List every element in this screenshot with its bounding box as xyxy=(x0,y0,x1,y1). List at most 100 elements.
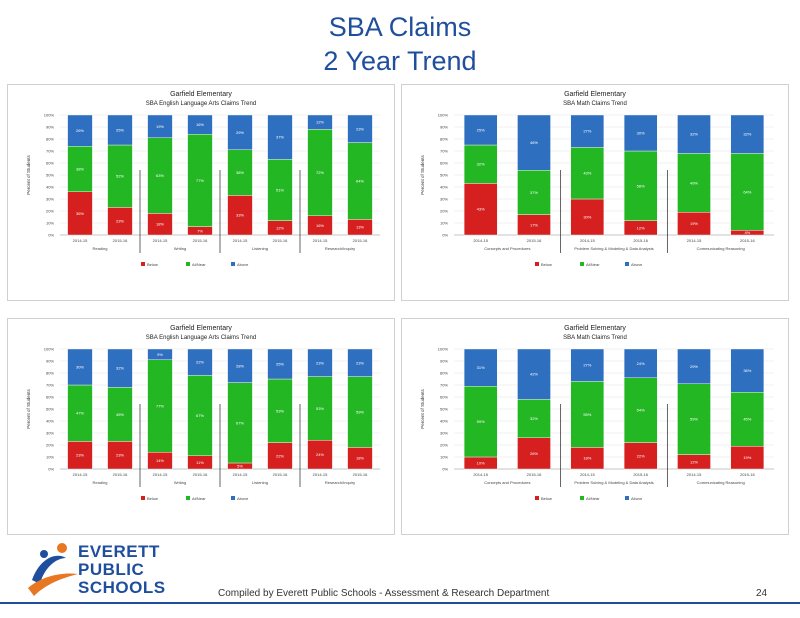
y-tick-label: 30% xyxy=(440,431,448,436)
y-tick-label: 100% xyxy=(438,113,449,118)
bar-at-near xyxy=(267,378,293,443)
bar-value-label: 23% xyxy=(116,453,124,458)
chart-title: Garfield Elementary xyxy=(170,91,232,98)
bar-value-label: 32% xyxy=(477,162,485,167)
bar-above xyxy=(730,114,765,154)
bar-value-label: 19% xyxy=(690,221,698,226)
y-tick-label: 60% xyxy=(440,395,448,400)
bar-value-label: 22% xyxy=(637,453,645,458)
y-tick-label: 0% xyxy=(442,467,448,472)
bar-above xyxy=(347,348,373,377)
bar-at-near xyxy=(307,129,333,217)
bar-value-label: 29% xyxy=(690,364,698,369)
y-tick-label: 80% xyxy=(46,137,54,142)
y-tick-label: 20% xyxy=(46,209,54,214)
legend-swatch xyxy=(625,496,629,500)
legend-label: Above xyxy=(631,262,643,267)
chart-panel-math-1: Garfield Elementary SBA Math Claims Trend… xyxy=(401,84,789,301)
x-tick-label: 2014-15 xyxy=(153,238,168,243)
legend-label: Below xyxy=(541,262,552,267)
bar-value-label: 23% xyxy=(116,219,124,224)
y-tick-label: 40% xyxy=(46,419,54,424)
bar-value-label: 27% xyxy=(583,129,591,134)
legend-label: Below xyxy=(147,262,158,267)
bar-value-label: 54% xyxy=(637,408,645,413)
bar-above xyxy=(623,348,658,378)
y-tick-label: 10% xyxy=(440,455,448,460)
group-label: Research/Inquiry xyxy=(325,480,355,485)
group-label: Problem Solving & Modeling & Data Analys… xyxy=(574,246,653,251)
legend-swatch xyxy=(231,496,235,500)
x-tick-label: 2014-15 xyxy=(473,472,488,477)
y-tick-label: 30% xyxy=(46,197,54,202)
bar-value-label: 19% xyxy=(743,455,751,460)
y-tick-label: 80% xyxy=(440,371,448,376)
y-tick-label: 80% xyxy=(46,371,54,376)
bar-above xyxy=(517,114,551,171)
bar-value-label: 63% xyxy=(156,173,164,178)
bar-value-label: 38% xyxy=(236,170,244,175)
bar-at-near xyxy=(463,144,498,184)
chart-title: Garfield Elementary xyxy=(564,325,626,332)
x-tick-label: 2015-16 xyxy=(193,472,208,477)
bar-above xyxy=(677,348,711,384)
bar-value-label: 52% xyxy=(116,174,124,179)
x-tick-label: 2015-16 xyxy=(740,238,755,243)
legend-label: Above xyxy=(237,262,249,267)
x-tick-label: 2015-16 xyxy=(113,472,128,477)
logo-text: EVERETT PUBLIC SCHOOLS xyxy=(78,542,166,597)
bar-value-label: 49% xyxy=(690,180,698,185)
bar-value-label: 18% xyxy=(156,222,164,227)
bar-value-label: 5% xyxy=(237,464,243,469)
legend-label: At/Near xyxy=(586,496,600,501)
x-tick-label: 2014-15 xyxy=(313,472,328,477)
bar-value-label: 28% xyxy=(236,363,244,368)
bar-above xyxy=(463,114,498,146)
chart-subtitle: SBA Math Claims Trend xyxy=(563,335,627,341)
bar-above xyxy=(267,114,293,160)
bar-value-label: 58% xyxy=(637,183,645,188)
legend-swatch xyxy=(141,496,145,500)
bar-below xyxy=(227,195,253,236)
bar-value-label: 77% xyxy=(196,178,204,183)
bar-above xyxy=(570,348,605,382)
group-label: Listening xyxy=(252,246,268,251)
bar-value-label: 30% xyxy=(583,215,591,220)
bar-value-label: 47% xyxy=(76,411,84,416)
bar-value-label: 64% xyxy=(743,189,751,194)
bar-value-label: 11% xyxy=(196,460,204,465)
bar-value-label: 17% xyxy=(530,222,538,227)
x-tick-label: 2015-16 xyxy=(273,472,288,477)
footer-credit: Compiled by Everett Public Schools - Ass… xyxy=(218,588,550,599)
y-axis-label: Percent of Students xyxy=(26,154,31,194)
legend-swatch xyxy=(535,496,539,500)
bar-at-near xyxy=(227,382,253,464)
bar-value-label: 22% xyxy=(276,453,284,458)
bar-above xyxy=(227,114,253,150)
bar-at-near xyxy=(623,150,658,221)
group-label: Listening xyxy=(252,480,268,485)
legend-swatch xyxy=(231,262,235,266)
page-title: SBA Claims xyxy=(328,12,472,42)
x-tick-label: 2015-16 xyxy=(113,238,128,243)
bar-value-label: 13% xyxy=(356,225,364,230)
y-tick-label: 30% xyxy=(46,431,54,436)
bar-value-label: 32% xyxy=(690,132,698,137)
bar-value-label: 53% xyxy=(276,408,284,413)
bar-value-label: 59% xyxy=(356,410,364,415)
y-tick-label: 20% xyxy=(440,209,448,214)
bar-value-label: 19% xyxy=(156,124,164,129)
bar-value-label: 16% xyxy=(316,223,324,228)
bar-value-label: 67% xyxy=(196,413,204,418)
group-label: Problem Solving & Modeling & Data Analys… xyxy=(574,480,653,485)
bar-at-near xyxy=(107,144,133,208)
y-tick-label: 10% xyxy=(440,221,448,226)
bar-value-label: 9% xyxy=(157,352,163,357)
bar-at-near xyxy=(347,376,373,448)
bar-at-near xyxy=(730,153,765,231)
bar-value-label: 16% xyxy=(196,122,204,127)
legend-label: At/Near xyxy=(586,262,600,267)
y-tick-label: 50% xyxy=(440,173,448,178)
y-tick-label: 70% xyxy=(440,383,448,388)
bar-value-label: 32% xyxy=(116,366,124,371)
